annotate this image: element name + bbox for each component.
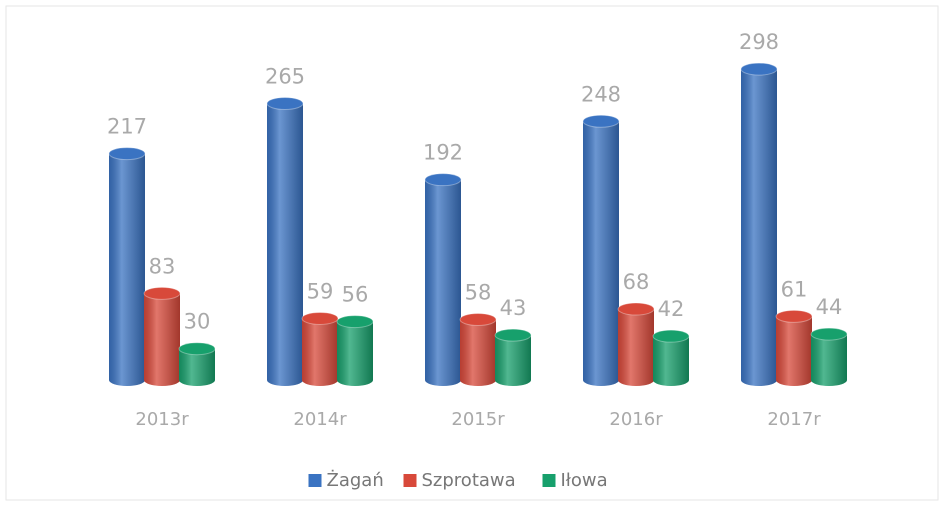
x-tick-label: 2013r [135, 409, 189, 430]
legend-swatch [403, 474, 417, 487]
data-label: 42 [658, 297, 685, 321]
x-tick-label: 2015r [451, 409, 505, 430]
data-label: 68 [623, 270, 650, 294]
data-label: 298 [739, 30, 779, 54]
bar-shade [583, 121, 619, 387]
bar-top [301, 311, 339, 325]
bar-top [810, 327, 848, 341]
bar-shade [811, 334, 847, 386]
bar-top [108, 147, 146, 161]
data-label: 44 [816, 295, 843, 319]
bar-shade [653, 336, 689, 386]
bar-shade [741, 69, 777, 386]
bar-shade [179, 348, 215, 386]
bar-top [582, 114, 620, 128]
bar-shade [109, 153, 145, 386]
bar-top [336, 315, 374, 329]
bar-shade [267, 103, 303, 387]
data-label: 59 [307, 279, 334, 303]
legend-swatch [308, 474, 322, 487]
bar-shade [776, 316, 812, 386]
data-label: 217 [107, 115, 147, 139]
data-label: 56 [342, 283, 369, 307]
bar-top [178, 342, 216, 356]
data-label: 58 [465, 280, 492, 304]
legend-swatch [542, 474, 556, 487]
bar-shade [144, 293, 180, 386]
bar-top [266, 97, 304, 111]
bar-shade [337, 321, 373, 386]
bar-top [652, 329, 690, 343]
bar-top [494, 328, 532, 342]
bar-top [459, 312, 497, 326]
bar-top [617, 302, 655, 316]
chart-frame [5, 5, 939, 501]
data-label: 248 [581, 82, 621, 106]
data-label: 61 [781, 277, 808, 301]
bar-shade [425, 179, 461, 386]
data-label: 83 [149, 254, 176, 278]
legend-label: Żagań [327, 470, 384, 491]
x-tick-label: 2017r [767, 409, 821, 430]
data-label: 30 [184, 310, 211, 334]
bar-shade [302, 318, 338, 386]
bar-shade [618, 309, 654, 386]
bar-shade [460, 319, 496, 386]
bar-shade [495, 335, 531, 386]
data-label: 192 [423, 141, 463, 165]
legend-label: Szprotawa [422, 470, 516, 491]
bar-top [775, 309, 813, 323]
data-label: 265 [265, 65, 305, 89]
legend-label: Iłowa [561, 470, 608, 491]
x-tick-label: 2016r [609, 409, 663, 430]
bar-top [143, 286, 181, 300]
bar-top [740, 62, 778, 76]
x-tick-label: 2014r [293, 409, 347, 430]
bar-top [424, 173, 462, 187]
data-label: 43 [500, 296, 527, 320]
